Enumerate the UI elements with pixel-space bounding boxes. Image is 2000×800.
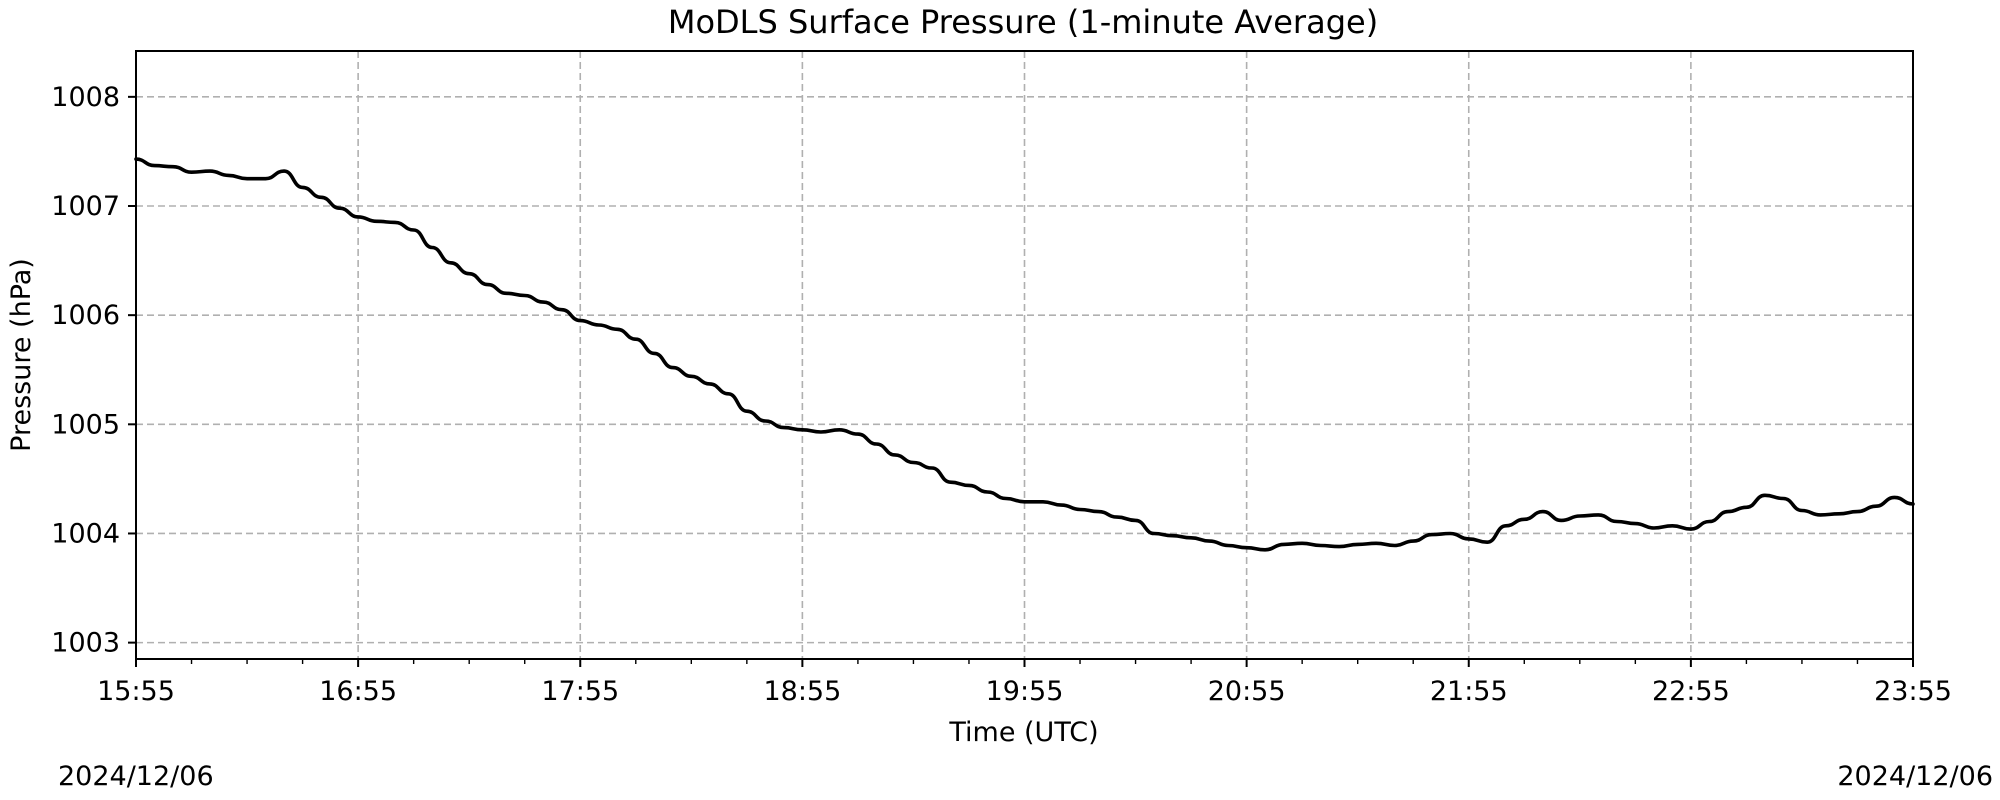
x-tick-label: 16:55 (319, 676, 397, 707)
x-tick-label: 21:55 (1430, 676, 1508, 707)
x-tick-label: 15:55 (97, 676, 175, 707)
end-date-label: 2024/12/06 (1837, 761, 1993, 792)
y-tick-label: 1005 (51, 409, 120, 440)
y-tick-label: 1008 (51, 82, 120, 113)
start-date-label: 2024/12/06 (58, 761, 214, 792)
pressure-series-line (134, 157, 1915, 552)
x-tick-label: 20:55 (1208, 676, 1286, 707)
y-tick-label: 1006 (51, 300, 120, 331)
x-axis-label: Time (UTC) (948, 717, 1098, 748)
line-layer (134, 157, 1915, 552)
x-tick-label: 23:55 (1874, 676, 1952, 707)
chart-title: MoDLS Surface Pressure (1-minute Average… (668, 3, 1378, 41)
y-tick-label: 1007 (51, 191, 120, 222)
x-tick-label: 17:55 (541, 676, 619, 707)
y-tick-label: 1004 (51, 518, 120, 549)
x-tick-label: 22:55 (1652, 676, 1730, 707)
y-axis-label: Pressure (hPa) (6, 258, 37, 452)
tick-layer: 1003 1004 1005 1006 1007 1008 15:55 16:55 17:55 1… (51, 82, 1952, 707)
y-tick-label: 1003 (51, 628, 120, 659)
grid-layer (136, 51, 1913, 659)
x-tick-label: 19:55 (986, 676, 1064, 707)
x-tick-label: 18:55 (763, 676, 841, 707)
